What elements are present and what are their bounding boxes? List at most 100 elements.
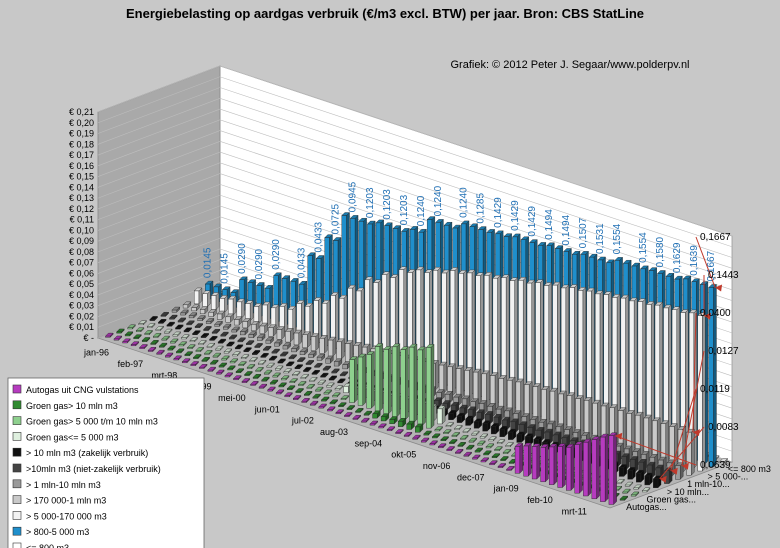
bar-front — [540, 447, 546, 483]
x-tick-label: feb-97 — [118, 359, 144, 369]
bar-side — [430, 343, 435, 429]
bar-front — [259, 325, 265, 334]
bar-front — [499, 429, 505, 437]
bar-side — [362, 353, 366, 406]
bar-front — [633, 487, 639, 490]
bar — [478, 399, 488, 415]
bar-front — [156, 352, 162, 355]
bar — [282, 342, 292, 350]
bar-front — [263, 372, 270, 375]
bar — [173, 355, 182, 361]
bar-front — [323, 392, 329, 395]
bar-front — [276, 329, 282, 340]
bar-side — [536, 443, 541, 480]
bar — [674, 462, 684, 480]
bar — [457, 441, 467, 447]
bar-front — [153, 336, 159, 338]
bar — [608, 432, 618, 505]
bar-front — [333, 361, 340, 367]
bar — [248, 331, 257, 339]
bar-front — [644, 475, 650, 486]
bar — [232, 351, 241, 357]
bar-front — [708, 287, 714, 468]
bar-front — [186, 323, 192, 326]
bar — [130, 341, 140, 347]
bar — [499, 425, 508, 438]
bar — [531, 443, 541, 480]
y-tick-label: € 0,01 — [69, 322, 94, 332]
bar-front — [265, 339, 271, 344]
bar-front — [275, 368, 281, 371]
bar-front — [508, 462, 514, 464]
legend-swatch — [12, 479, 22, 489]
bar-side — [443, 361, 447, 394]
bar — [310, 333, 320, 352]
bar-side — [587, 438, 592, 497]
bar-front — [211, 295, 217, 310]
bar-front — [237, 340, 243, 343]
bar — [541, 385, 550, 428]
bar-front — [212, 355, 218, 358]
bar-side — [613, 432, 617, 505]
bar — [184, 351, 193, 357]
bar — [180, 334, 190, 340]
bar-front — [514, 446, 520, 474]
annotation-arrow — [695, 236, 716, 288]
bar — [325, 355, 334, 364]
gridline — [97, 76, 733, 248]
bar — [347, 284, 356, 356]
bar-front — [232, 354, 238, 357]
bar — [201, 356, 211, 362]
bar-front — [211, 332, 218, 334]
bar-front — [426, 347, 432, 429]
bar-front — [334, 388, 340, 391]
legend-swatch — [12, 463, 22, 473]
bar-side — [379, 343, 384, 412]
bar-front — [591, 439, 597, 500]
bar-front — [417, 349, 423, 426]
bar-front — [188, 315, 194, 319]
bar-front — [583, 441, 589, 497]
bar-front — [249, 360, 255, 362]
bar-front — [697, 315, 703, 472]
bar — [355, 287, 365, 359]
bar — [651, 417, 661, 465]
annotation-label: 0,0639 — [700, 460, 731, 471]
bar-front — [267, 389, 273, 392]
bar-front — [636, 472, 642, 483]
bar — [400, 346, 409, 421]
bar — [451, 431, 461, 438]
bar-front — [480, 460, 486, 463]
y-tick-label: € 0,17 — [69, 150, 94, 160]
bar-front — [105, 335, 111, 338]
value-label: 0,0725 — [331, 203, 342, 234]
bar — [211, 328, 221, 334]
bar — [253, 303, 263, 325]
bar — [526, 279, 536, 415]
bar — [177, 317, 187, 323]
bar — [492, 274, 502, 404]
bar-side — [332, 336, 337, 357]
bar — [434, 426, 444, 432]
bar-side — [232, 295, 237, 316]
bar — [194, 323, 204, 329]
bar-side — [460, 365, 465, 400]
x-tick-label: jun-01 — [254, 404, 280, 414]
value-label: 0,1240 — [416, 195, 427, 226]
bar — [266, 362, 275, 368]
bar — [251, 349, 261, 356]
bar — [133, 334, 142, 340]
bar-front — [686, 431, 692, 476]
bar-side — [579, 441, 583, 494]
bar — [369, 420, 379, 426]
bar-front — [180, 312, 186, 316]
bar-front — [199, 367, 205, 369]
bar-front — [141, 340, 148, 342]
bar-front — [280, 354, 286, 357]
bar — [188, 312, 198, 319]
bar-front — [193, 357, 199, 359]
bar — [291, 371, 301, 377]
bar-front — [434, 429, 440, 432]
bar-front — [329, 402, 335, 405]
